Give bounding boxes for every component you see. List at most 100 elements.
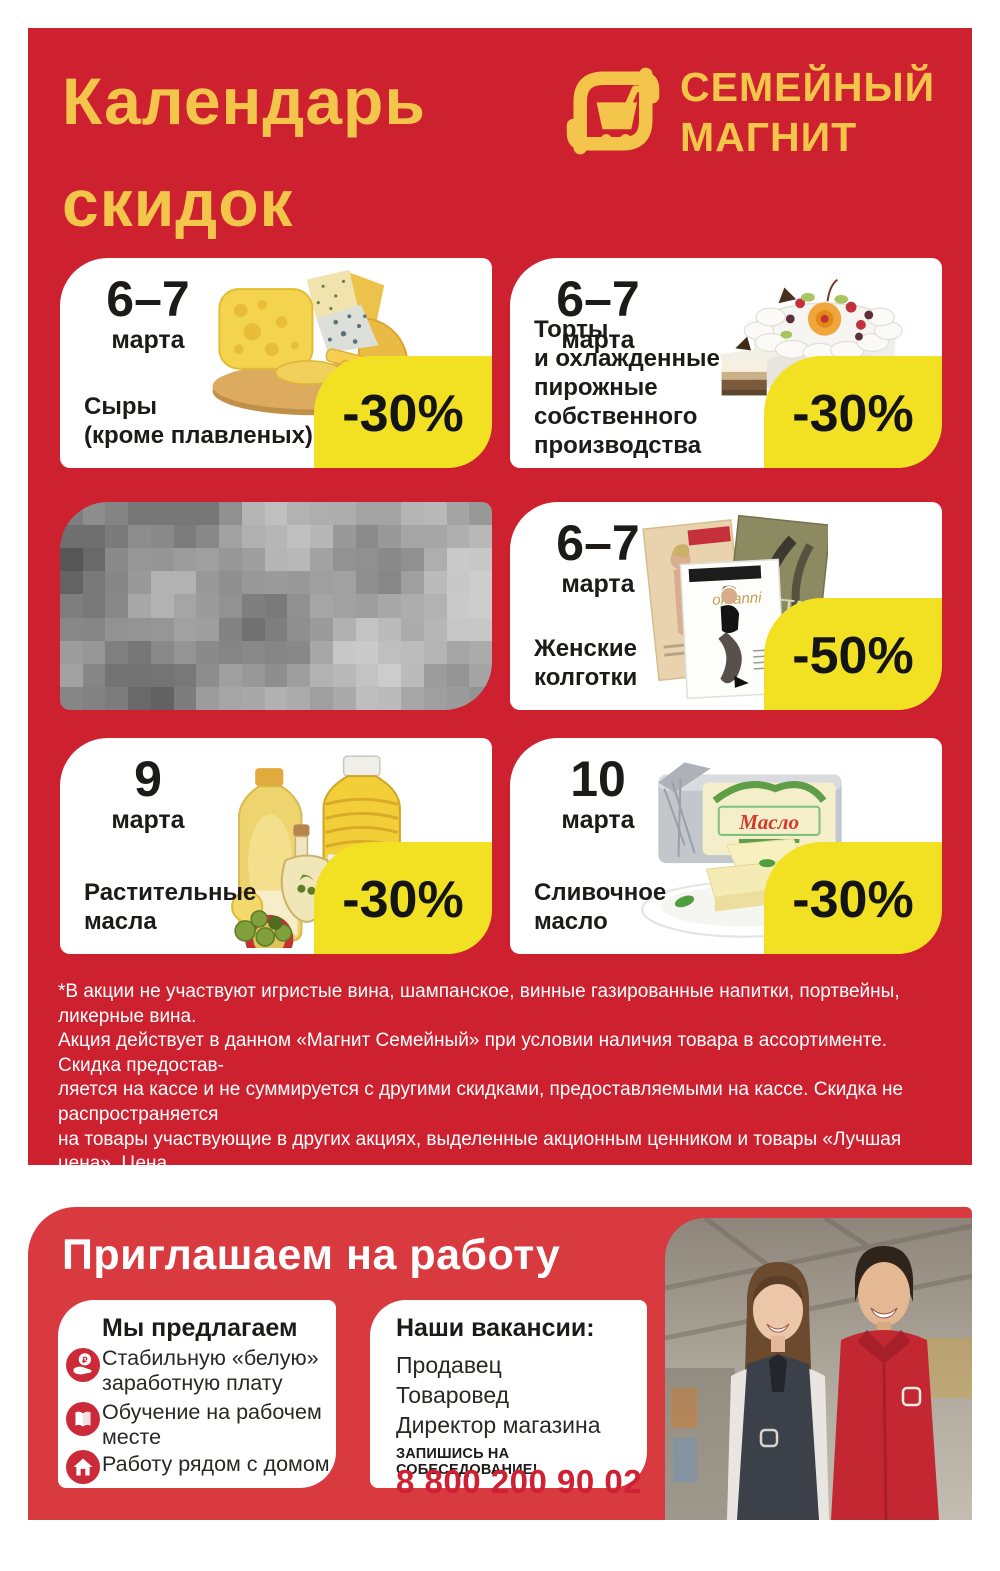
mosaic-cell: [355, 571, 379, 595]
promo-label: Сыры (кроме плавленых): [84, 393, 313, 449]
page-title: Календарь скидок: [62, 64, 426, 240]
mosaic-cell: [128, 640, 151, 664]
mosaic-cell: [423, 525, 447, 549]
mosaic-cell: [196, 640, 220, 664]
mosaic-cell: [128, 525, 151, 549]
mosaic-cell: [378, 663, 402, 687]
mosaic-cell: [355, 617, 379, 641]
mosaic-cell: [60, 640, 83, 664]
mosaic-cell: [378, 502, 402, 526]
mosaic-cell: [150, 594, 174, 618]
mosaic-cell: [128, 548, 151, 572]
mosaic-cell: [196, 594, 220, 618]
mosaic-cell: [219, 663, 242, 687]
mosaic-cell: [60, 548, 83, 572]
mosaic-cell: [401, 525, 424, 549]
mosaic-cell: [401, 571, 424, 595]
mosaic-cell: [150, 663, 174, 687]
mosaic-cell: [264, 640, 288, 664]
vacancies-card: Наши вакансии: Продавец Товаровед Директ…: [370, 1300, 647, 1500]
mosaic-cell: [128, 502, 151, 526]
mosaic-cell: [310, 640, 333, 664]
mosaic-cell: [378, 525, 402, 549]
promo-card-butter: 10 марта Масло Сли: [510, 738, 942, 954]
mosaic-cell: [287, 640, 311, 664]
mosaic-cell: [128, 594, 151, 618]
mosaic-cell: [150, 525, 174, 549]
mosaic-cell: [196, 617, 220, 641]
mosaic-cell: [264, 663, 288, 687]
mosaic-cell: [446, 571, 470, 595]
mosaic-cell: [82, 617, 106, 641]
mosaic-cell: [173, 571, 197, 595]
mosaic-cell: [128, 663, 151, 687]
mosaic-cell: [264, 548, 288, 572]
mosaic-cell: [241, 525, 265, 549]
mosaic-cell: [219, 571, 242, 595]
mosaic-cell: [332, 617, 356, 641]
mosaic-cell: [423, 548, 447, 572]
mosaic-cell: [82, 663, 106, 687]
promo-label: Растительные масла: [84, 879, 257, 935]
mosaic-cell: [310, 548, 333, 572]
mosaic-cell: [264, 617, 288, 641]
mosaic-cell: [241, 571, 265, 595]
mosaic-cell: [60, 663, 83, 687]
mosaic-cell: [401, 502, 424, 526]
discount-badge: -30%: [764, 842, 942, 954]
mosaic-cell: [287, 502, 311, 526]
mosaic-cell: [332, 548, 356, 572]
mosaic-cell: [150, 571, 174, 595]
mosaic-cell: [332, 686, 356, 710]
mosaic-cell: [378, 548, 402, 572]
promo-date: 6–7 марта: [106, 271, 190, 354]
discount-badge: -30%: [314, 356, 492, 468]
mosaic-cell: [219, 686, 242, 710]
mosaic-cell: [82, 571, 106, 595]
magnit-cart-logo-icon: [560, 58, 666, 164]
mosaic-cell: [173, 640, 197, 664]
interview-cta: ЗАПИШИСЬ НА СОБЕСЕДОВАНИЕ!: [396, 1446, 538, 1478]
mosaic-cell: [401, 594, 424, 618]
mosaic-cell: [423, 571, 447, 595]
mosaic-cell: [401, 617, 424, 641]
mosaic-cell: [219, 502, 242, 526]
mosaic-cell: [60, 686, 83, 710]
store-employees-photo: [665, 1218, 972, 1520]
mosaic-cell: [401, 686, 424, 710]
mosaic-cell: [355, 525, 379, 549]
mosaic-cell: [105, 502, 129, 526]
mosaic-cell: [287, 617, 311, 641]
mosaic-cell: [469, 502, 492, 526]
mosaic-cell: [173, 686, 197, 710]
mosaic-cell: [82, 686, 106, 710]
discount-calendar-panel: Календарь скидок СЕМЕЙНЫЙ МАГНИТ 6–7 мар…: [28, 28, 972, 1346]
mosaic-cell: [446, 525, 470, 549]
mosaic-cell: [60, 502, 83, 526]
mosaic-cell: [355, 502, 379, 526]
butter-brand-text: Масло: [738, 810, 799, 834]
mosaic-cell: [287, 571, 311, 595]
mosaic-cell: [446, 617, 470, 641]
mosaic-cell: [105, 640, 129, 664]
mosaic-cell: [196, 686, 220, 710]
mosaic-cell: [378, 686, 402, 710]
mosaic-cell: [310, 502, 333, 526]
mosaic-cell: [378, 640, 402, 664]
promo-label: Сливочное масло: [534, 879, 667, 935]
promo-date: 9 марта: [111, 751, 185, 834]
mosaic-cell: [105, 571, 129, 595]
mosaic-cell: [446, 686, 470, 710]
mosaic-cell: [219, 640, 242, 664]
mosaic-cell: [241, 617, 265, 641]
mosaic-cell: [264, 594, 288, 618]
mosaic-cell: [241, 663, 265, 687]
mosaic-cell: [469, 663, 492, 687]
mosaic-cell: [241, 686, 265, 710]
pixelated-censored-block: [60, 502, 492, 710]
mosaic-cell: [128, 686, 151, 710]
mosaic-cell: [264, 686, 288, 710]
salary-hand-ruble-icon: ₽: [66, 1348, 100, 1382]
mosaic-cell: [241, 502, 265, 526]
mosaic-cell: [196, 525, 220, 549]
